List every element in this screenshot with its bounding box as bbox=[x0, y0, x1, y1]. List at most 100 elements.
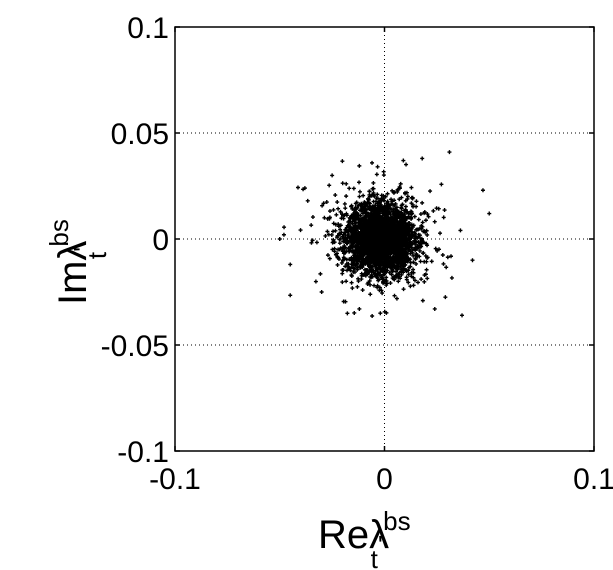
data-point bbox=[412, 246, 417, 251]
data-point bbox=[331, 221, 336, 226]
data-point bbox=[367, 189, 372, 194]
data-point bbox=[353, 201, 358, 206]
data-point bbox=[375, 238, 380, 243]
data-point bbox=[429, 259, 434, 264]
data-point bbox=[364, 228, 369, 233]
data-point bbox=[425, 243, 430, 248]
data-point bbox=[370, 313, 375, 318]
data-point bbox=[392, 247, 397, 252]
data-point bbox=[320, 203, 325, 208]
data-point bbox=[424, 267, 429, 272]
data-point bbox=[325, 253, 330, 258]
data-point bbox=[373, 199, 378, 204]
data-point bbox=[393, 259, 398, 264]
data-point bbox=[352, 270, 357, 275]
y-tick-label: -0.05 bbox=[101, 330, 169, 363]
data-point bbox=[367, 216, 372, 221]
data-point bbox=[333, 193, 338, 198]
data-point bbox=[392, 237, 397, 242]
data-point bbox=[359, 216, 364, 221]
data-point bbox=[331, 229, 336, 234]
data-point bbox=[344, 257, 349, 262]
data-point bbox=[345, 223, 350, 228]
data-point bbox=[322, 215, 327, 220]
data-point bbox=[395, 250, 400, 255]
data-point bbox=[398, 219, 403, 224]
data-point bbox=[389, 272, 394, 277]
data-point bbox=[360, 206, 365, 211]
data-point bbox=[358, 234, 363, 239]
data-point bbox=[387, 246, 392, 251]
data-point bbox=[338, 246, 343, 251]
data-point bbox=[401, 270, 406, 275]
data-point bbox=[335, 254, 340, 259]
data-point bbox=[367, 192, 372, 197]
y-tick-label: 0.05 bbox=[111, 118, 169, 151]
data-point bbox=[372, 283, 377, 288]
data-point bbox=[373, 223, 378, 228]
data-point bbox=[381, 197, 386, 202]
data-point bbox=[342, 201, 347, 206]
data-point bbox=[377, 211, 382, 216]
data-point bbox=[368, 263, 373, 268]
data-point bbox=[377, 263, 382, 268]
data-point bbox=[388, 250, 393, 255]
data-point bbox=[437, 247, 442, 252]
data-point bbox=[411, 253, 416, 258]
data-point bbox=[335, 235, 340, 240]
y-tick-label: -0.1 bbox=[117, 436, 169, 469]
data-point bbox=[335, 200, 340, 205]
data-point bbox=[345, 241, 350, 246]
y-tick-label: 0 bbox=[152, 224, 169, 257]
data-point bbox=[371, 216, 376, 221]
data-point bbox=[330, 173, 335, 178]
x-tick-label: -0.1 bbox=[149, 463, 201, 496]
data-point bbox=[374, 274, 379, 279]
data-point bbox=[382, 265, 387, 270]
data-point bbox=[379, 228, 384, 233]
data-point bbox=[399, 250, 404, 255]
data-point bbox=[411, 204, 416, 209]
data-point bbox=[401, 158, 406, 163]
data-point bbox=[373, 208, 378, 213]
data-point bbox=[441, 261, 446, 266]
data-point bbox=[392, 225, 397, 230]
data-point bbox=[389, 202, 394, 207]
data-point bbox=[370, 238, 375, 243]
data-point bbox=[392, 190, 397, 195]
data-point bbox=[382, 243, 387, 248]
data-point bbox=[367, 240, 372, 245]
data-point bbox=[348, 268, 353, 273]
data-point bbox=[416, 217, 421, 222]
data-point bbox=[338, 209, 343, 214]
data-point bbox=[447, 150, 452, 155]
data-point bbox=[375, 283, 380, 288]
data-point bbox=[313, 279, 318, 284]
data-point bbox=[310, 215, 315, 220]
data-point bbox=[358, 213, 363, 218]
data-point bbox=[423, 272, 428, 277]
data-point bbox=[337, 232, 342, 237]
data-point bbox=[343, 250, 348, 255]
data-point bbox=[351, 207, 356, 212]
data-point bbox=[411, 275, 416, 280]
data-point bbox=[370, 264, 375, 269]
data-point bbox=[384, 212, 389, 217]
data-point bbox=[392, 277, 397, 282]
data-point bbox=[394, 296, 399, 301]
data-point bbox=[295, 185, 300, 190]
data-point bbox=[404, 162, 409, 167]
data-point bbox=[386, 254, 391, 259]
data-point bbox=[277, 237, 282, 241]
data-point bbox=[374, 229, 379, 234]
data-point bbox=[356, 279, 361, 284]
data-point bbox=[376, 231, 381, 236]
data-point bbox=[362, 267, 367, 272]
data-point bbox=[382, 269, 387, 274]
data-point bbox=[339, 230, 344, 235]
data-point bbox=[362, 202, 367, 207]
data-point bbox=[389, 264, 394, 269]
data-point bbox=[353, 228, 358, 233]
data-point bbox=[428, 189, 433, 194]
data-point bbox=[360, 288, 365, 293]
